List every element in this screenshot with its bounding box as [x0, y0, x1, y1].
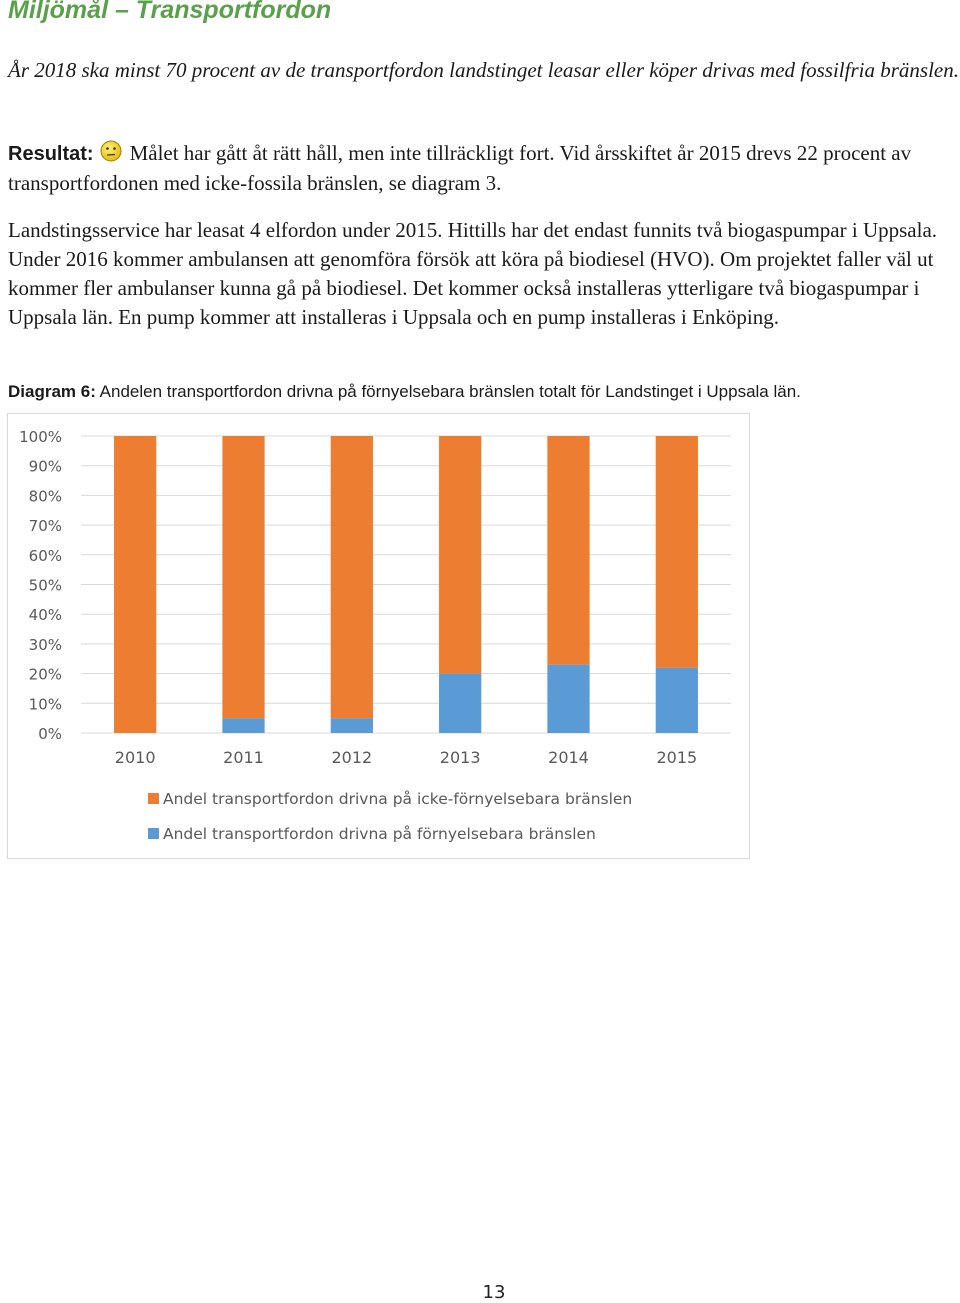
bar-segment: [439, 673, 482, 733]
y-tick-label: 50%: [29, 577, 62, 595]
bar-segment: [547, 436, 590, 665]
legend-swatch: [148, 793, 159, 804]
y-tick-label: 80%: [29, 487, 62, 505]
page-title: Miljömål – Transportfordon: [8, 0, 332, 24]
body-paragraph: Landstingsservice har leasat 4 elfordon …: [8, 218, 938, 329]
y-tick-label: 0%: [38, 725, 62, 743]
y-tick-label: 100%: [19, 428, 62, 446]
bar-segment: [114, 436, 157, 733]
caption-label: Diagram 6:: [8, 382, 96, 401]
goal-statement: År 2018 ska minst 70 procent av de trans…: [8, 58, 959, 82]
diagram-caption: Diagram 6: Andelen transportfordon drivn…: [8, 382, 801, 402]
bar-segment: [547, 664, 590, 733]
result-paragraph: Resultat: Målet har gått åt rätt håll, me…: [8, 139, 960, 198]
x-tick-label: 2010: [115, 748, 156, 767]
stacked-bar-chart: 0% 10% 20% 30% 40% 50% 60% 70% 80% 90% 100% 2010 201…: [19, 428, 731, 843]
y-tick-label: 30%: [29, 636, 62, 654]
bar-segment: [439, 436, 482, 674]
x-tick-label: 2014: [548, 748, 589, 767]
page-number: 13: [482, 1282, 506, 1303]
bar-segment: [655, 667, 698, 733]
x-tick-label: 2012: [331, 748, 372, 767]
caption-text: Andelen transportfordon drivna på förnye…: [99, 382, 801, 401]
legend-label: Andel transportfordon drivna på icke-för…: [163, 790, 632, 808]
x-tick-label: 2011: [223, 748, 264, 767]
bar-segment: [330, 718, 373, 733]
y-tick-label: 70%: [29, 517, 62, 535]
chart-container: 0% 10% 20% 30% 40% 50% 60% 70% 80% 90% 100% 2010 201…: [7, 413, 750, 859]
bar-segment: [222, 436, 265, 719]
legend-label: Andel transportfordon drivna på förnyels…: [163, 825, 596, 843]
legend-swatch: [148, 828, 159, 839]
result-text: Målet har gått åt rätt håll, men inte ti…: [8, 141, 912, 195]
bar-segment: [655, 436, 698, 668]
y-tick-label: 10%: [29, 695, 62, 713]
neutral-smiley-icon: [100, 140, 122, 162]
y-tick-label: 20%: [29, 666, 62, 684]
x-tick-label: 2013: [440, 748, 481, 767]
y-tick-label: 90%: [29, 458, 62, 476]
result-label: Resultat:: [8, 143, 94, 165]
y-tick-label: 40%: [29, 606, 62, 624]
bar-segment: [222, 718, 265, 733]
bar-segment: [330, 436, 373, 719]
y-tick-label: 60%: [29, 547, 62, 565]
x-tick-label: 2015: [656, 748, 697, 767]
